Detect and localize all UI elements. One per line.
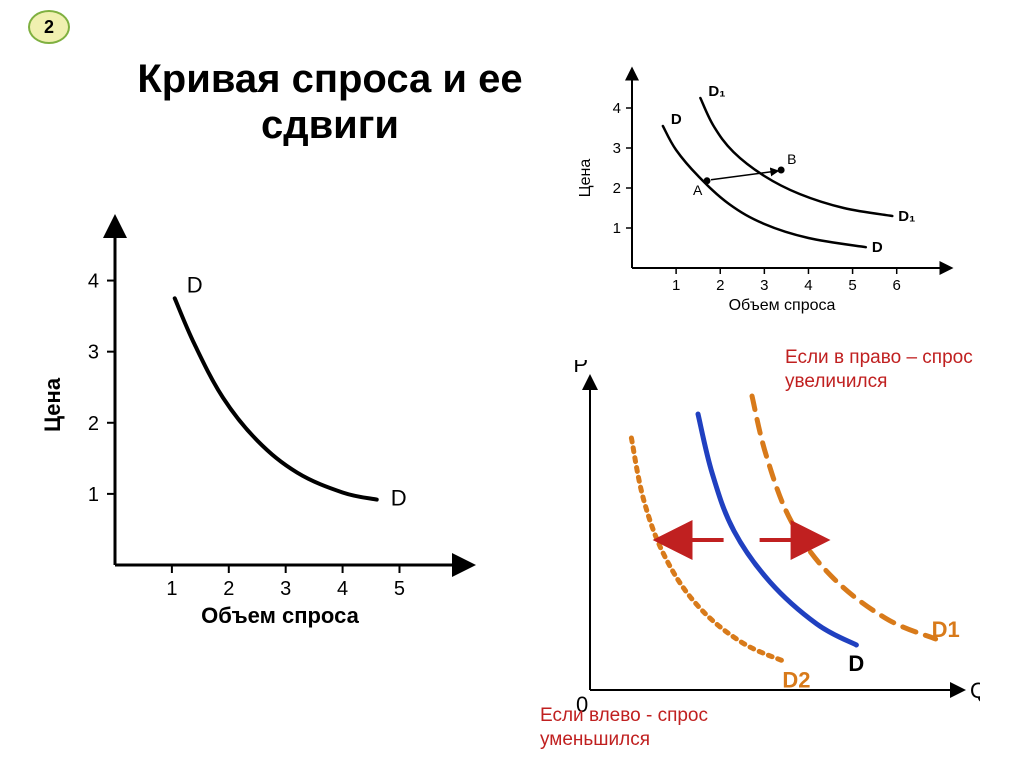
svg-text:1: 1 bbox=[672, 277, 680, 294]
svg-text:P: P bbox=[573, 360, 588, 377]
caption-demand-decrease: Если влево - спрос уменьшился bbox=[540, 704, 770, 752]
svg-text:4: 4 bbox=[88, 271, 99, 293]
svg-text:5: 5 bbox=[848, 277, 856, 294]
svg-text:5: 5 bbox=[394, 578, 405, 600]
svg-text:Q: Q bbox=[970, 678, 980, 703]
svg-text:2: 2 bbox=[716, 277, 724, 294]
svg-text:Объем спроса: Объем спроса bbox=[729, 297, 836, 314]
svg-text:6: 6 bbox=[893, 277, 901, 294]
svg-text:D: D bbox=[187, 272, 203, 297]
svg-text:D: D bbox=[671, 111, 682, 128]
chart-demand-shift-arrows: PQ0DD1D2 bbox=[540, 360, 980, 740]
svg-text:D₁: D₁ bbox=[898, 208, 915, 225]
svg-text:1: 1 bbox=[88, 484, 99, 506]
svg-text:2: 2 bbox=[88, 413, 99, 435]
svg-text:1: 1 bbox=[613, 220, 621, 237]
svg-text:1: 1 bbox=[166, 578, 177, 600]
svg-text:3: 3 bbox=[280, 578, 291, 600]
svg-text:D1: D1 bbox=[932, 617, 960, 642]
page-number-badge: 2 bbox=[28, 10, 70, 44]
svg-text:3: 3 bbox=[760, 277, 768, 294]
svg-text:D: D bbox=[848, 651, 864, 676]
svg-text:4: 4 bbox=[804, 277, 812, 294]
svg-text:3: 3 bbox=[613, 140, 621, 157]
page-title: Кривая спроса и ее сдвиги bbox=[110, 56, 550, 148]
svg-text:Цена: Цена bbox=[577, 159, 594, 198]
svg-text:D2: D2 bbox=[782, 668, 810, 693]
svg-text:3: 3 bbox=[88, 342, 99, 364]
chart-demand-curve-main: 1 2 3 4 5 1 2 3 4 Объем спроса Цена D D bbox=[30, 200, 480, 630]
svg-text:4: 4 bbox=[613, 100, 621, 117]
svg-text:B: B bbox=[787, 151, 796, 167]
svg-text:Объем спроса: Объем спроса bbox=[201, 603, 359, 628]
svg-text:Цена: Цена bbox=[40, 377, 65, 432]
svg-text:2: 2 bbox=[223, 578, 234, 600]
svg-text:2: 2 bbox=[613, 180, 621, 197]
svg-text:D: D bbox=[391, 486, 407, 511]
svg-text:D: D bbox=[872, 239, 883, 256]
caption-demand-increase: Если в право – спрос увеличился bbox=[785, 346, 1000, 394]
svg-text:D₁: D₁ bbox=[708, 83, 725, 100]
svg-text:A: A bbox=[693, 182, 703, 198]
svg-text:4: 4 bbox=[337, 578, 348, 600]
chart-demand-shift-ab: 1 2 3 4 5 6 1 2 3 4 Объем спроса Цена D D D₁ D₁ A B bbox=[570, 56, 970, 316]
